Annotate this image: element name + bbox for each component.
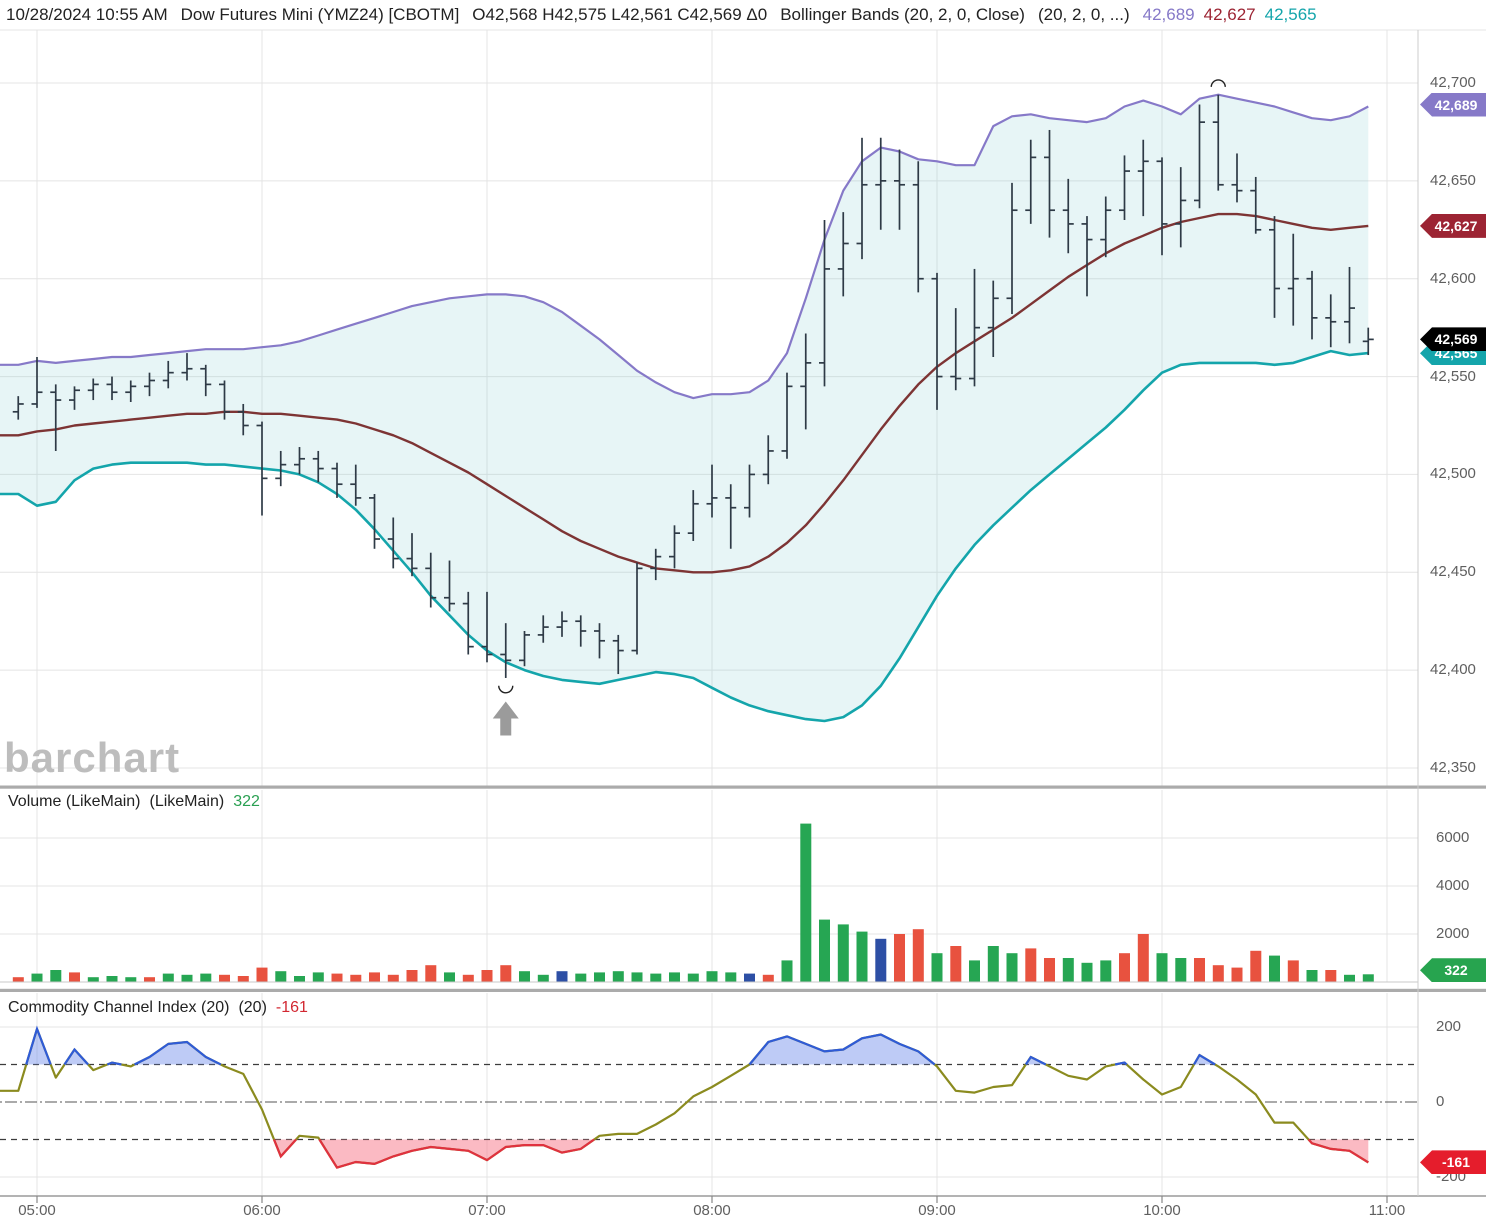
price-axis-tick: 42,350: [1430, 759, 1476, 776]
cci-line-overbought: [748, 1033, 936, 1066]
panel-separators: [0, 30, 1486, 1203]
cci-study-param: (20): [238, 999, 267, 1016]
volume-axis-tick: 2000: [1436, 925, 1470, 942]
cci-line-overbought: [1024, 1055, 1047, 1066]
cci-line-oversold: [318, 1138, 595, 1169]
price-axis-tick: 42,600: [1430, 269, 1476, 287]
cci-overbought-fill: [134, 1042, 221, 1065]
price-axis-tick: 42,700: [1430, 74, 1476, 91]
volume-bars[interactable]: [12, 823, 1374, 982]
volume-panel-label: Volume (LikeMain) (LikeMain) 322: [8, 793, 260, 811]
cci-axis-tick: 200: [1436, 1018, 1462, 1035]
last-price-badge: 42,569: [1420, 327, 1486, 352]
cci-panel-label: Commodity Channel Index (20) (20) -161: [8, 999, 308, 1017]
time-axis-tick: 08:00: [693, 1202, 731, 1219]
cycle-low-marker: [498, 685, 514, 694]
grid-lines: [0, 29, 1486, 1196]
barchart-watermark: barchart: [4, 734, 181, 781]
chart-header: 10/28/2024 10:55 AM Dow Futures Mini (YMZ…: [6, 5, 1326, 25]
price-axis-tick: 42,650: [1430, 171, 1476, 189]
cci-line-overbought: [134, 1040, 222, 1066]
time-axis-tick: 11:00: [1368, 1202, 1406, 1219]
header-datetime: 10/28/2024 10:55 AM: [6, 5, 168, 24]
cci-line[interactable]: [0, 1027, 1369, 1169]
time-axis-tick: 07:00: [468, 1202, 506, 1219]
time-axis-tick: 09:00: [918, 1202, 956, 1219]
cci-line-oversold: [1307, 1138, 1369, 1164]
header-study-name: Bollinger Bands (20, 2, 0, Close): [780, 5, 1025, 24]
header-study-params: (20, 2, 0, ...): [1037, 5, 1130, 24]
cci-oversold-fill: [319, 1139, 595, 1168]
price-axis-tick: 42,550: [1430, 367, 1476, 385]
cci-line-overbought: [25, 1025, 52, 1065]
cci-overbought-fill: [64, 1049, 89, 1065]
header-upper-band-value: 42,689: [1142, 5, 1195, 24]
bollinger-band-fill: [0, 94, 1369, 721]
upper-band-price-badge: 42,689: [1420, 92, 1486, 117]
header-lower-band-value: 42,565: [1264, 5, 1317, 24]
cci-line-overbought: [1193, 1053, 1216, 1066]
cci-line-oversold: [272, 1138, 297, 1159]
middle-band-price-badge: 42,627: [1420, 213, 1486, 238]
cci-line-overbought: [1114, 1061, 1128, 1066]
cci-study-name: Commodity Channel Index (20): [8, 999, 230, 1016]
cci-axis-tick: 0: [1436, 1093, 1445, 1110]
price-axis-tick: 42,450: [1430, 563, 1476, 581]
volume-study-param: (LikeMain): [149, 793, 225, 810]
price-axis-tick: 42,500: [1430, 465, 1476, 483]
time-axis-tick: 10:00: [1143, 1202, 1181, 1219]
cci-value-badge: -161: [1420, 1150, 1486, 1175]
cycle-high-marker: [1210, 79, 1226, 88]
volume-axis-tick: 4000: [1436, 877, 1470, 894]
bollinger-lower-line: [0, 349, 1369, 723]
cci-current-value: -161: [275, 999, 308, 1016]
time-axis-tick: 05:00: [18, 1202, 56, 1219]
header-symbol: Dow Futures Mini (YMZ24) [CBOTM]: [180, 5, 460, 24]
volume-axis-tick: 6000: [1436, 829, 1470, 846]
header-middle-band-value: 42,627: [1203, 5, 1256, 24]
cci-line-overbought: [106, 1061, 122, 1066]
time-axis-tick: 06:00: [243, 1202, 281, 1219]
cci-overbought-fill: [749, 1034, 935, 1065]
cci-line-overbought: [63, 1047, 89, 1066]
header-ohlc-values: O42,568 H42,575 L42,561 C42,569 Δ0: [472, 5, 768, 24]
cci-overbought-fill: [26, 1028, 51, 1065]
bollinger-upper-line: [0, 93, 1369, 400]
ohlc-bars[interactable]: [12, 94, 1374, 678]
cci-oversold-fill: [1308, 1139, 1369, 1163]
price-axis-tick: 42,400: [1430, 661, 1476, 679]
volume-current-value: 322: [233, 793, 260, 810]
volume-value-badge: 322: [1420, 958, 1486, 983]
volume-study-name: Volume (LikeMain): [8, 793, 141, 810]
up-arrow-marker: [492, 701, 519, 736]
